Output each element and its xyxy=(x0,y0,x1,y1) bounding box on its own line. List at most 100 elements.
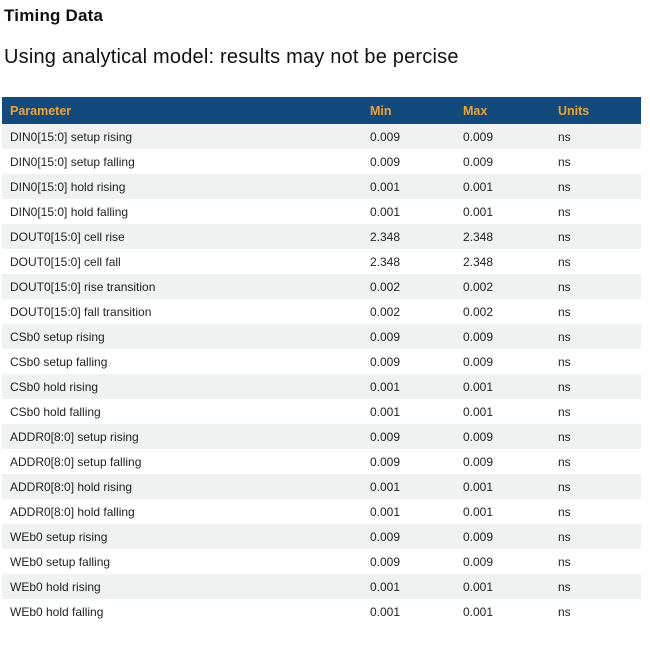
table-row: WEb0 setup rising 0.009 0.009 ns xyxy=(2,524,641,549)
table-row: ADDR0[8:0] hold rising 0.001 0.001 ns xyxy=(2,474,641,499)
cell-parameter: DOUT0[15:0] cell fall xyxy=(10,254,121,269)
cell-units: ns xyxy=(558,204,571,219)
cell-units: ns xyxy=(558,329,571,344)
cell-min: 0.009 xyxy=(370,129,401,144)
column-header-parameter: Parameter xyxy=(10,103,72,118)
table-row: ADDR0[8:0] setup rising 0.009 0.009 ns xyxy=(2,424,641,449)
table-row: ADDR0[8:0] setup falling 0.009 0.009 ns xyxy=(2,449,641,474)
cell-max: 0.002 xyxy=(463,279,494,294)
cell-min: 0.009 xyxy=(370,354,401,369)
cell-units: ns xyxy=(558,454,571,469)
cell-parameter: ADDR0[8:0] hold falling xyxy=(10,504,135,519)
cell-units: ns xyxy=(558,604,571,619)
cell-units: ns xyxy=(558,504,571,519)
cell-max: 2.348 xyxy=(463,254,494,269)
table-row: WEb0 setup falling 0.009 0.009 ns xyxy=(2,549,641,574)
cell-max: 0.009 xyxy=(463,154,494,169)
cell-min: 0.009 xyxy=(370,454,401,469)
table-row: DIN0[15:0] hold falling 0.001 0.001 ns xyxy=(2,199,641,224)
cell-parameter: WEb0 hold rising xyxy=(10,579,101,594)
cell-parameter: WEb0 setup rising xyxy=(10,529,108,544)
table-row: DIN0[15:0] setup falling 0.009 0.009 ns xyxy=(2,149,641,174)
cell-parameter: CSb0 setup falling xyxy=(10,354,108,369)
cell-max: 0.001 xyxy=(463,479,494,494)
model-disclaimer: Using analytical model: results may not … xyxy=(4,46,459,68)
cell-min: 2.348 xyxy=(370,254,401,269)
cell-max: 2.348 xyxy=(463,229,494,244)
cell-parameter: DIN0[15:0] hold falling xyxy=(10,204,129,219)
cell-min: 0.001 xyxy=(370,579,401,594)
cell-parameter: ADDR0[8:0] hold rising xyxy=(10,479,133,494)
cell-max: 0.001 xyxy=(463,404,494,419)
cell-min: 0.001 xyxy=(370,504,401,519)
cell-min: 0.001 xyxy=(370,204,401,219)
cell-min: 0.009 xyxy=(370,554,401,569)
cell-units: ns xyxy=(558,304,571,319)
table-row: WEb0 hold rising 0.001 0.001 ns xyxy=(2,574,641,599)
cell-units: ns xyxy=(558,254,571,269)
table-row: CSb0 hold rising 0.001 0.001 ns xyxy=(2,374,641,399)
cell-min: 0.002 xyxy=(370,279,401,294)
cell-units: ns xyxy=(558,579,571,594)
cell-min: 0.009 xyxy=(370,329,401,344)
cell-units: ns xyxy=(558,404,571,419)
cell-max: 0.009 xyxy=(463,129,494,144)
cell-max: 0.002 xyxy=(463,304,494,319)
table-row: WEb0 hold falling 0.001 0.001 ns xyxy=(2,599,641,624)
cell-parameter: CSb0 setup rising xyxy=(10,329,105,344)
cell-parameter: CSb0 hold falling xyxy=(10,404,101,419)
table-row: DOUT0[15:0] fall transition 0.002 0.002 ns xyxy=(2,299,641,324)
cell-min: 0.001 xyxy=(370,379,401,394)
cell-parameter: WEb0 setup falling xyxy=(10,554,111,569)
cell-units: ns xyxy=(558,229,571,244)
cell-min: 0.002 xyxy=(370,304,401,319)
cell-units: ns xyxy=(558,379,571,394)
timing-table: Parameter Min Max Units DIN0[15:0] setup… xyxy=(2,97,641,624)
cell-parameter: ADDR0[8:0] setup falling xyxy=(10,454,142,469)
cell-max: 0.001 xyxy=(463,379,494,394)
cell-parameter: DIN0[15:0] setup rising xyxy=(10,129,133,144)
cell-max: 0.009 xyxy=(463,429,494,444)
table-row: DIN0[15:0] setup rising 0.009 0.009 ns xyxy=(2,124,641,149)
cell-units: ns xyxy=(558,154,571,169)
table-row: CSb0 hold falling 0.001 0.001 ns xyxy=(2,399,641,424)
cell-parameter: ADDR0[8:0] setup rising xyxy=(10,429,139,444)
cell-units: ns xyxy=(558,179,571,194)
cell-min: 0.001 xyxy=(370,179,401,194)
cell-units: ns xyxy=(558,129,571,144)
table-row: DIN0[15:0] hold rising 0.001 0.001 ns xyxy=(2,174,641,199)
cell-min: 0.001 xyxy=(370,404,401,419)
cell-units: ns xyxy=(558,554,571,569)
cell-max: 0.001 xyxy=(463,604,494,619)
cell-units: ns xyxy=(558,429,571,444)
cell-parameter: DIN0[15:0] setup falling xyxy=(10,154,135,169)
cell-max: 0.001 xyxy=(463,504,494,519)
cell-parameter: CSb0 hold rising xyxy=(10,379,99,394)
column-header-units: Units xyxy=(558,103,590,118)
cell-max: 0.009 xyxy=(463,329,494,344)
cell-parameter: DOUT0[15:0] cell rise xyxy=(10,229,125,244)
cell-units: ns xyxy=(558,529,571,544)
cell-min: 0.001 xyxy=(370,479,401,494)
cell-parameter: DIN0[15:0] hold rising xyxy=(10,179,126,194)
cell-units: ns xyxy=(558,279,571,294)
cell-min: 2.348 xyxy=(370,229,401,244)
cell-units: ns xyxy=(558,479,571,494)
cell-min: 0.009 xyxy=(370,529,401,544)
table-row: CSb0 setup rising 0.009 0.009 ns xyxy=(2,324,641,349)
cell-max: 0.009 xyxy=(463,454,494,469)
cell-units: ns xyxy=(558,354,571,369)
cell-parameter: DOUT0[15:0] rise transition xyxy=(10,279,156,294)
cell-max: 0.001 xyxy=(463,579,494,594)
cell-min: 0.001 xyxy=(370,604,401,619)
cell-parameter: WEb0 hold falling xyxy=(10,604,104,619)
cell-parameter: DOUT0[15:0] fall transition xyxy=(10,304,152,319)
cell-max: 0.001 xyxy=(463,204,494,219)
cell-max: 0.009 xyxy=(463,354,494,369)
cell-max: 0.009 xyxy=(463,554,494,569)
column-header-max: Max xyxy=(463,103,488,118)
cell-min: 0.009 xyxy=(370,154,401,169)
cell-max: 0.001 xyxy=(463,179,494,194)
cell-min: 0.009 xyxy=(370,429,401,444)
table-row: CSb0 setup falling 0.009 0.009 ns xyxy=(2,349,641,374)
